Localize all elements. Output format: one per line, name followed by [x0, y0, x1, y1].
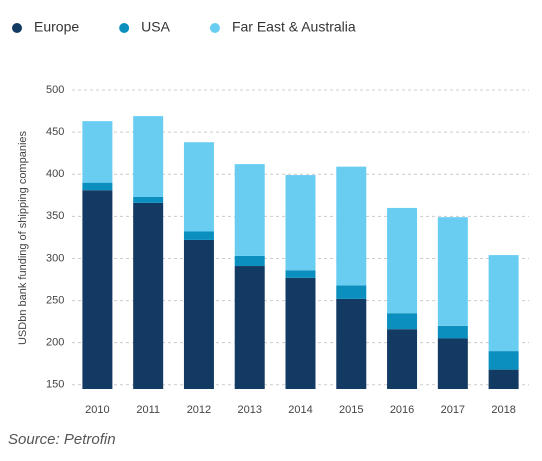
bar-segment — [234, 164, 265, 256]
bar-segment — [488, 369, 519, 389]
y-tick-label: 500 — [46, 84, 64, 96]
bar-segment — [387, 329, 418, 389]
legend-label: Europe — [34, 19, 79, 35]
legend-label: USA — [141, 19, 170, 35]
bar-segment — [488, 255, 519, 352]
y-tick-label: 450 — [46, 126, 64, 138]
x-tick-label: 2018 — [491, 404, 515, 416]
y-tick-label: 300 — [46, 252, 64, 264]
bar-segment — [336, 285, 367, 299]
bar-segment — [437, 338, 468, 389]
bar-segment — [183, 231, 214, 240]
bar-segment — [437, 217, 468, 326]
y-tick-label: 400 — [46, 168, 64, 180]
x-tick-label: 2010 — [85, 404, 109, 416]
y-tick-label: 200 — [46, 337, 64, 349]
x-tick-label: 2011 — [136, 404, 160, 416]
legend: Europe USA Far East & Australia — [12, 19, 356, 35]
bar-segment — [387, 207, 418, 314]
x-tick-label: 2016 — [390, 404, 414, 416]
y-axis-title: USDbn bank funding of shipping companies — [17, 130, 29, 345]
y-tick-label: 250 — [46, 294, 64, 306]
bar-segment — [183, 239, 214, 389]
x-tick-label: 2012 — [187, 404, 211, 416]
bar-segment — [234, 255, 265, 267]
legend-marker — [12, 23, 22, 33]
bar-segment — [387, 313, 418, 330]
bar-segment — [336, 298, 367, 389]
bar-segment — [183, 142, 214, 232]
y-tick-label: 150 — [46, 379, 64, 391]
legend-marker — [209, 23, 220, 33]
x-tick-label: 2014 — [288, 404, 312, 416]
bar-segment — [285, 277, 316, 389]
legend-marker — [119, 23, 130, 33]
y-tick-label: 350 — [46, 210, 64, 222]
legend-label: Far East & Australia — [232, 19, 356, 35]
bar-segment — [82, 190, 113, 389]
source: Source: Petrofin — [8, 431, 116, 448]
bar-segment — [336, 166, 367, 286]
bar-segment — [82, 182, 113, 191]
bar-segment — [285, 270, 316, 278]
bar-segment — [488, 351, 519, 370]
bar-segment — [133, 116, 164, 197]
bar-segment — [133, 196, 164, 203]
bar-segment — [133, 202, 164, 389]
bar-segment — [285, 175, 316, 271]
bar-segment — [437, 325, 468, 339]
bar-segment — [234, 266, 265, 389]
x-tick-label: 2013 — [237, 404, 261, 416]
x-tick-label: 2017 — [441, 404, 465, 416]
bar-segment — [82, 121, 113, 183]
x-tick-label: 2015 — [339, 404, 363, 416]
